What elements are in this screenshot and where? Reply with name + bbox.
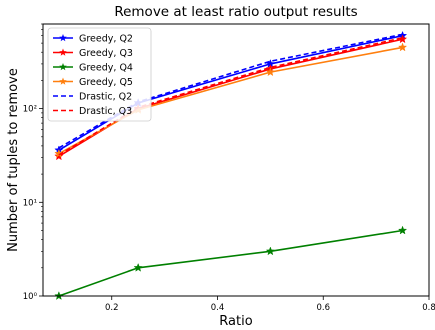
y-axis-label: Number of tuples to remove	[6, 68, 21, 252]
series-line-greedy-q5	[58, 46, 403, 155]
plot-frame	[42, 23, 430, 297]
x-tick-label: 0.8	[422, 303, 435, 313]
data-point-greedy-q3	[54, 151, 64, 161]
legend-marker-greedy-q3	[59, 48, 67, 56]
plot-area: 0.2 0.4 0.6 0.8 10⁰ 10¹ 10²	[23, 23, 435, 313]
series-line-drastic-q3	[58, 37, 403, 156]
legend-label-greedy-q2: Greedy, Q2	[79, 34, 133, 45]
legend-marker-greedy-q4	[59, 63, 67, 71]
data-point-greedy-q4	[265, 246, 276, 256]
legend-label-greedy-q3: Greedy, Q3	[79, 48, 133, 59]
legend-marker-greedy-q2	[59, 34, 67, 42]
data-point-greedy-q4	[397, 225, 408, 235]
x-tick-label: 0.2	[105, 303, 119, 313]
legend-box	[47, 27, 152, 122]
data-point-greedy-q5	[265, 67, 276, 77]
legend-label-greedy-q5: Greedy, Q5	[79, 77, 133, 88]
legend-label-greedy-q4: Greedy, Q4	[79, 63, 133, 74]
y-tick-label: 10²	[23, 105, 37, 115]
legend: Greedy, Q2 Greedy, Q3 Greedy, Q4 Greedy, Q5…	[47, 27, 152, 122]
series-line-greedy-q4	[58, 229, 403, 297]
series-line-drastic-q2	[58, 33, 403, 149]
data-point-greedy-q4	[133, 262, 143, 272]
chart-title: Remove at least ratio output results	[114, 4, 357, 20]
legend-label-drastic-q3: Drastic, Q3	[79, 106, 132, 117]
legend-label-drastic-q2: Drastic, Q2	[79, 92, 132, 103]
legend-marker-greedy-q5	[59, 77, 67, 85]
series-line-greedy-q2	[58, 34, 403, 151]
y-tick-label: 10¹	[23, 198, 37, 208]
y-tick-label: 10⁰	[23, 292, 38, 302]
x-axis-label: Ratio	[219, 314, 252, 329]
x-tick-label: 0.6	[316, 303, 330, 313]
x-tick-label: 0.4	[211, 303, 225, 313]
data-point-greedy-q5	[397, 42, 408, 52]
